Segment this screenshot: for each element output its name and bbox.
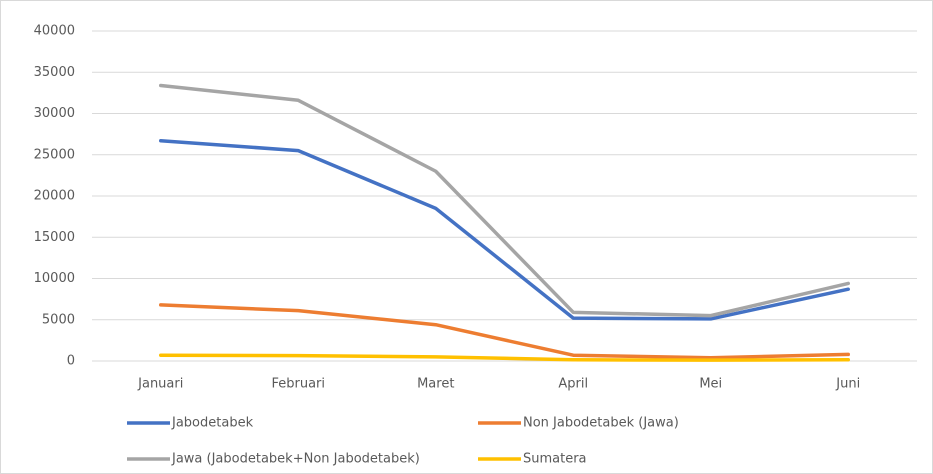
y-tick-label: 20000: [34, 189, 75, 204]
y-tick-label: 10000: [34, 271, 75, 286]
x-tick-label: Juni: [835, 377, 860, 392]
y-tick-label: 5000: [42, 312, 75, 327]
series-line: [159, 138, 850, 321]
x-tick-label: Maret: [417, 377, 454, 392]
x-tick-label: Januari: [137, 377, 183, 392]
legend-label: Non Jabodetabek (Jawa): [523, 416, 679, 431]
y-tick-label: 40000: [34, 24, 75, 39]
series-line: [159, 83, 850, 318]
series-line: [159, 303, 850, 360]
x-tick-label: April: [558, 377, 588, 392]
y-tick-label: 0: [67, 354, 75, 369]
y-tick-label: 15000: [34, 230, 75, 245]
y-tick-label: 30000: [34, 106, 75, 121]
x-tick-label: Februari: [271, 377, 325, 392]
series-line: [159, 353, 850, 362]
legend-label: Sumatera: [523, 452, 587, 467]
legend-label: Jawa (Jabodetabek+Non Jabodetabek): [171, 452, 420, 467]
legend-label: Jabodetabek: [171, 416, 254, 431]
x-tick-label: Mei: [699, 377, 722, 392]
y-tick-label: 35000: [34, 65, 75, 80]
y-tick-label: 25000: [34, 147, 75, 162]
